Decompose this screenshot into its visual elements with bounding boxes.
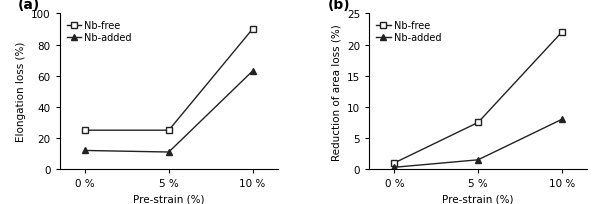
X-axis label: Pre-strain (%): Pre-strain (%) [133,194,205,204]
Nb-added [249,70,256,73]
Text: (b): (b) [327,0,350,12]
Nb-free [81,129,89,132]
Nb-added [558,119,565,121]
Y-axis label: Elongation loss (%): Elongation loss (%) [16,42,26,142]
Line: Nb-added: Nb-added [391,116,565,171]
Nb-added [391,166,398,169]
Line: Nb-added: Nb-added [81,68,256,156]
Nb-added [165,151,173,153]
Nb-added [474,159,482,161]
Legend: Nb-free, Nb-added: Nb-free, Nb-added [374,19,443,45]
Nb-free [474,122,482,124]
Nb-free [391,162,398,164]
Nb-free [558,32,565,34]
X-axis label: Pre-strain (%): Pre-strain (%) [442,194,514,204]
Y-axis label: Reduction of area loss (%): Reduction of area loss (%) [331,24,341,160]
Line: Nb-free: Nb-free [391,29,565,167]
Nb-free [249,29,256,31]
Nb-added [81,150,89,152]
Line: Nb-free: Nb-free [81,26,256,134]
Legend: Nb-free, Nb-added: Nb-free, Nb-added [65,19,134,45]
Nb-free [165,129,173,132]
Text: (a): (a) [18,0,40,12]
